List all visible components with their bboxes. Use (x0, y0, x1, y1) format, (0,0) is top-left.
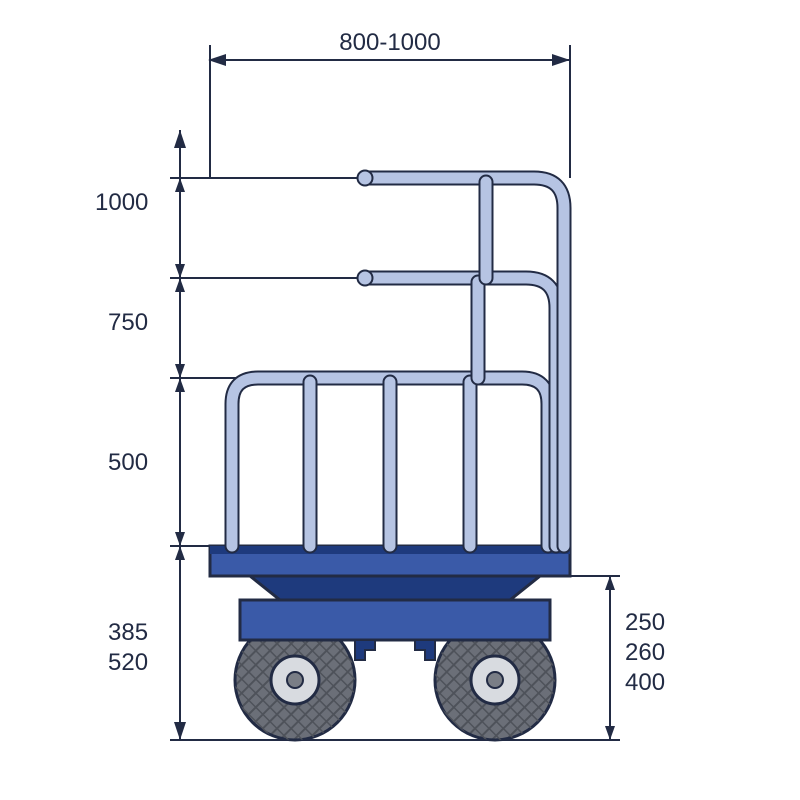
top-width-label: 800-1000 (339, 29, 440, 56)
top-width-dimension: 800-1000 (210, 29, 570, 178)
rail-low-label: 500 (108, 449, 148, 476)
rail-high-label: 1000 (95, 189, 148, 216)
right-ground-a-label: 250 (625, 609, 665, 636)
left-ground-b-label: 520 (108, 649, 148, 676)
rail-low (232, 378, 548, 546)
trolley-dimension-diagram: 800-1000 1000 750 500 385 520 (0, 0, 800, 800)
rail-mid-label: 750 (108, 309, 148, 336)
right-ground-b-label: 260 (625, 639, 665, 666)
left-ground-a-label: 385 (108, 619, 148, 646)
right-dimension-column: 250 260 400 (570, 576, 665, 740)
right-ground-c-label: 400 (625, 669, 665, 696)
